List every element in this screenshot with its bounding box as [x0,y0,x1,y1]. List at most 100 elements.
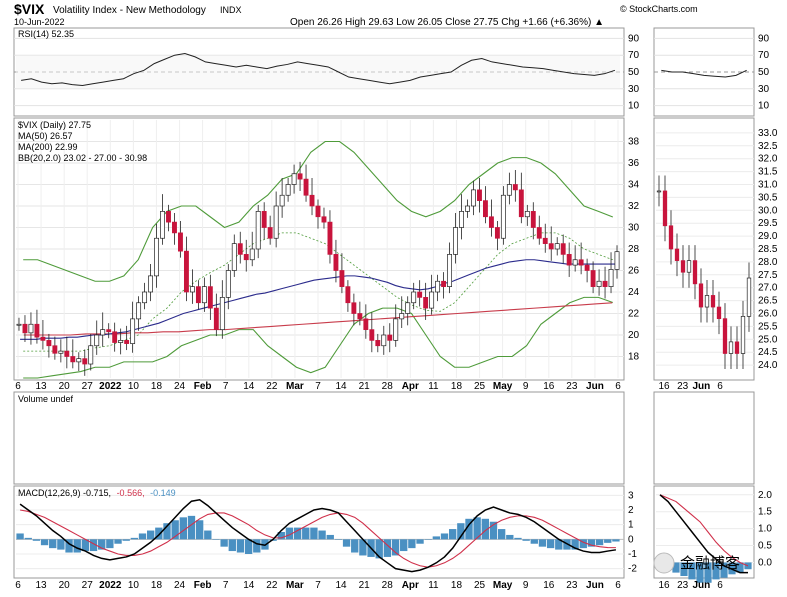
macd-hist-bar [432,536,441,540]
macd-panel [13,485,625,579]
candle-body [596,280,602,287]
x-tick-label: 2022 [99,580,122,591]
right-price-tick-label: 30.0 [758,205,778,216]
right-price-tick-label: 32.0 [758,154,778,165]
x-tick-label: 6 [15,381,21,392]
price-legend-ma50: MA(50) 26.57 [18,131,73,141]
candle-body [465,205,470,212]
candle-body [118,340,124,343]
macd-hist-bar [293,527,302,540]
x-tick-label: Mar [286,580,304,591]
x-tick-label: 20 [59,381,71,392]
price-tick-label: 28 [628,244,640,255]
price-tick-label: 34 [628,180,640,191]
candle-body [411,291,417,304]
macd-hist-bar [285,527,294,540]
x-tick-label: 6 [615,580,621,591]
price-tick-label: 20 [628,330,640,341]
macd-hist-bar [32,539,41,541]
macd-hist-bar [163,523,171,540]
x-tick-label: 14 [336,580,348,591]
watermark-logo [653,552,675,574]
candle-body [327,221,333,255]
x-tick-label: 25 [474,580,486,591]
x-tick-label: 7 [223,381,229,392]
macd-hist-bar [302,527,310,540]
grid-lines [14,37,754,570]
candle-body [614,251,620,270]
candle-body [339,270,345,287]
macd-legend: MACD(12,26,9) -0.715, -0.566, -0.149 [18,488,176,498]
candle-body [16,323,22,326]
candle-body [267,227,273,239]
macd-hist-bar [604,539,612,543]
macd-hist-bar [497,529,506,540]
candle-body [566,254,572,266]
right-macd-hist-bar [672,562,680,573]
candle-body [447,254,453,287]
right-candle-body [722,318,728,354]
candle-body [548,243,554,250]
right-rsi-tick-label: 50 [758,67,770,78]
right-rsi-tick-label: 30 [758,84,770,95]
right-price-tick-label: 26.5 [758,296,778,307]
x-tick-label: 10 [128,580,140,591]
x-tick-label: 27 [82,580,94,591]
macd-hist-bar [130,537,139,540]
x-tick-label: 11 [428,381,439,392]
macd-tick-label: 3 [628,490,634,501]
macd-hist-bar [155,527,163,540]
rsi-tick-label: 50 [628,67,640,78]
candle-body [172,221,177,234]
candle-body [82,358,88,365]
candle-body [357,313,363,320]
macd-hist-bar [571,539,579,550]
right-price-tick-label: 32.5 [758,141,778,152]
right-x-tick-label: 23 [677,381,689,392]
macd-line [19,498,617,573]
right-price-tick-label: 24.0 [758,360,778,371]
candle-body [136,302,142,320]
candle-body [542,237,548,244]
candle-body [189,286,195,293]
candle-body [417,291,423,298]
macd-hist-bar [457,523,465,540]
header-source: © StockCharts.com [620,4,698,14]
macd-hist-bar [514,537,522,540]
macd-hist-bar [400,539,408,552]
right-macd-tick-label: 0.5 [758,541,772,552]
price-tick-label: 24 [628,287,640,298]
macd-hist-bar [244,539,253,554]
candle-body [602,280,608,287]
macd-hist-bar [351,539,359,553]
right-candle-body [710,295,716,308]
x-tick-label: 16 [543,381,555,392]
candle-body [231,243,237,271]
right-price-tick-label: 26.0 [758,309,778,320]
candle-body [429,291,435,309]
x-tick-label: 9 [523,381,529,392]
candle-body [309,194,315,207]
x-tick-label: 14 [243,580,255,591]
macd-hist-bar [24,537,32,540]
x-tick-label: 18 [451,381,463,392]
candle-body [441,280,447,287]
candle-body [500,194,506,239]
candle-body [381,334,387,347]
candle-body [100,329,106,336]
macd-legend-macd: MACD(12,26,9) -0.715, [18,488,111,498]
candle-body [154,237,159,277]
macd-hist-bar [253,539,261,553]
candle-body [405,302,411,314]
macd-hist-bar [408,539,416,549]
rsi-tick-label: 90 [628,33,640,44]
axis-ticks: 1030507090103050709018202224262830323436… [15,33,778,591]
macd-hist-bar [579,539,587,549]
candle-body [34,323,40,338]
right-macd-line [659,494,748,574]
x-tick-label: 23 [566,381,578,392]
candle-body [608,269,614,287]
right-price-tick-label: 25.0 [758,334,778,345]
right-rsi-line [661,69,747,78]
x-tick-label: 13 [36,381,48,392]
